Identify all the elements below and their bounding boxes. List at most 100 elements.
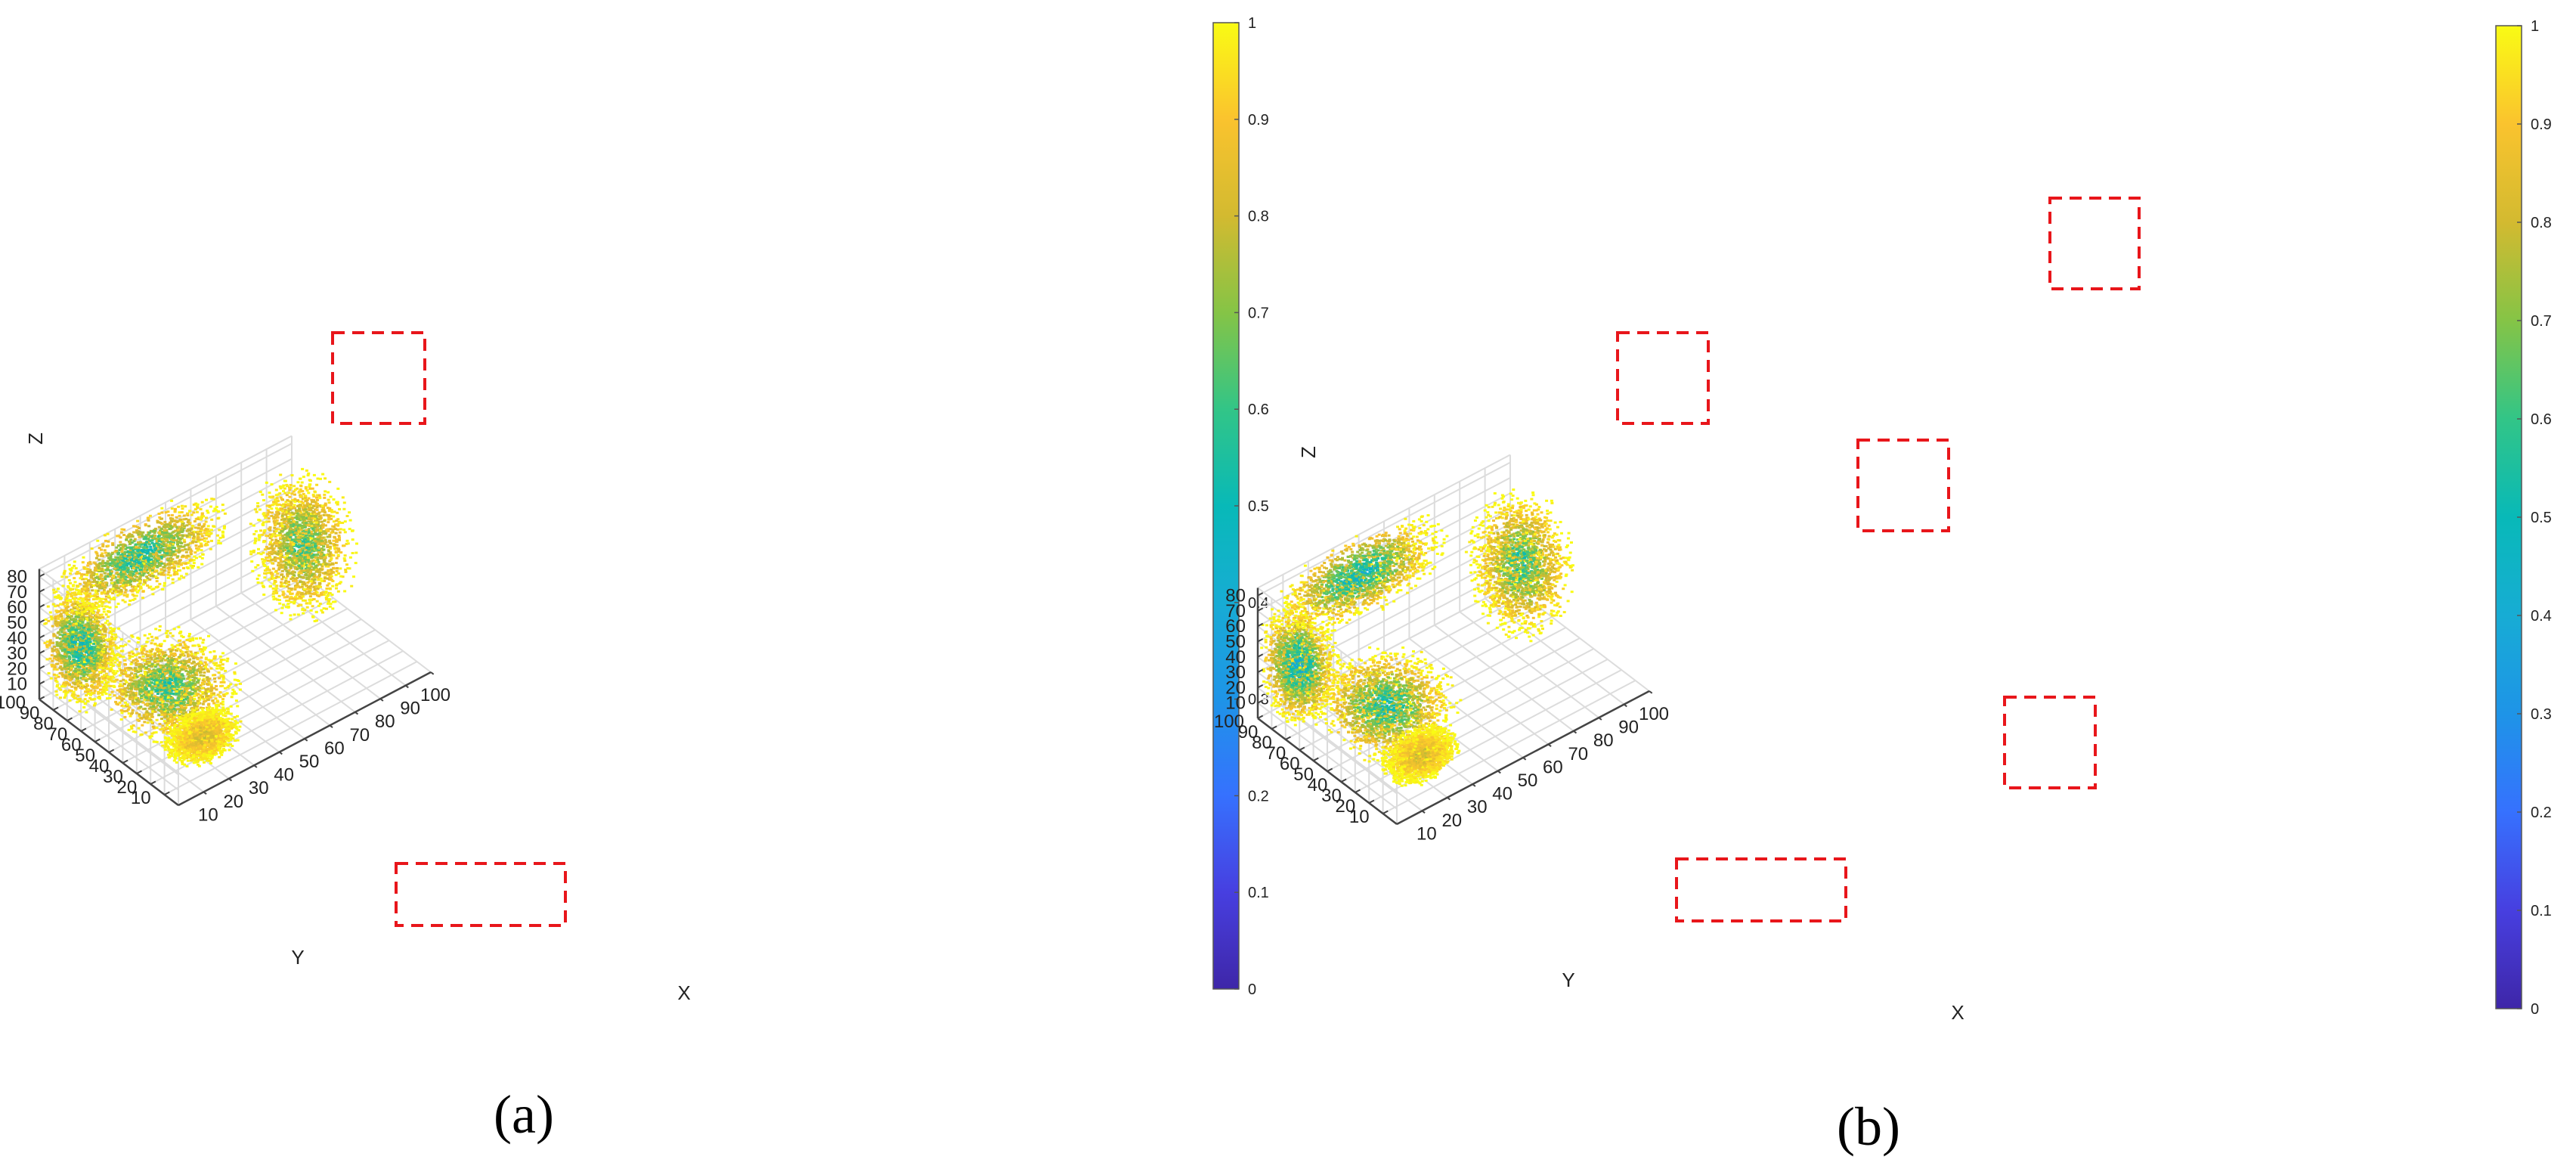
data-point	[65, 662, 69, 665]
data-point	[231, 688, 235, 691]
data-point	[71, 591, 74, 594]
data-point	[107, 595, 110, 598]
data-point	[202, 674, 206, 677]
data-point	[136, 696, 140, 699]
data-point	[159, 529, 163, 532]
data-point	[98, 575, 102, 578]
data-point	[85, 600, 89, 603]
data-point	[185, 659, 189, 662]
data-point	[97, 569, 101, 572]
data-point	[150, 681, 154, 684]
data-point	[109, 627, 113, 630]
data-point	[137, 546, 141, 549]
data-point	[54, 617, 57, 620]
data-point	[76, 643, 80, 646]
data-point	[97, 657, 100, 660]
data-point	[192, 661, 196, 664]
data-point	[85, 680, 88, 683]
data-point	[192, 657, 196, 660]
data-point	[73, 640, 77, 643]
data-point	[130, 672, 134, 675]
data-point	[119, 590, 123, 593]
data-point	[104, 581, 108, 584]
data-point	[157, 714, 161, 717]
data-point	[68, 699, 72, 702]
data-point	[181, 674, 185, 677]
data-point	[171, 648, 175, 651]
data-point	[160, 700, 164, 703]
data-point	[111, 671, 115, 674]
data-point	[128, 657, 132, 660]
data-point	[178, 708, 181, 711]
data-point	[122, 705, 126, 708]
data-point	[155, 580, 159, 583]
data-point	[161, 677, 165, 680]
data-point	[199, 674, 203, 677]
data-point	[105, 605, 109, 608]
data-point	[98, 665, 102, 667]
data-point	[172, 714, 176, 717]
data-point	[113, 559, 117, 561]
data-point	[63, 643, 67, 646]
data-point	[82, 599, 85, 602]
data-point	[119, 645, 122, 647]
data-point	[150, 692, 153, 695]
data-point	[111, 676, 115, 679]
data-point	[163, 548, 167, 551]
data-point	[163, 655, 166, 658]
data-point	[146, 637, 150, 640]
data-point	[153, 561, 157, 564]
data-point	[77, 609, 81, 612]
data-point	[48, 639, 52, 642]
data-point	[200, 501, 204, 504]
data-point	[61, 584, 65, 588]
data-point	[125, 694, 128, 697]
data-point	[98, 597, 101, 600]
data-point	[78, 710, 82, 713]
data-point	[48, 657, 52, 660]
data-point	[98, 695, 101, 698]
data-point	[55, 648, 59, 651]
data-point	[139, 670, 143, 673]
data-point	[206, 528, 210, 531]
data-point	[184, 555, 187, 558]
data-point	[141, 583, 145, 586]
data-point	[63, 650, 67, 653]
data-point	[64, 575, 68, 578]
data-point	[167, 571, 171, 574]
data-point	[101, 661, 104, 664]
data-point	[92, 639, 96, 642]
data-point	[169, 516, 172, 519]
data-point	[67, 628, 71, 631]
data-point	[136, 525, 140, 529]
data-point	[114, 700, 118, 703]
data-point	[143, 721, 147, 724]
data-point	[135, 559, 138, 562]
data-point	[124, 561, 128, 563]
data-point	[130, 559, 134, 562]
data-point	[176, 519, 180, 522]
data-point	[113, 638, 116, 641]
data-point	[71, 635, 75, 638]
data-point	[167, 514, 171, 517]
data-point	[141, 689, 145, 692]
data-point	[112, 670, 116, 672]
data-point	[174, 507, 177, 510]
data-point	[104, 575, 107, 578]
data-point	[88, 656, 91, 659]
data-point	[68, 675, 72, 678]
data-point	[186, 646, 190, 649]
data-point	[98, 659, 102, 662]
data-point	[172, 573, 176, 576]
data-point	[152, 697, 155, 700]
data-point	[173, 645, 177, 648]
data-point	[101, 647, 105, 650]
data-point	[98, 649, 101, 652]
data-point	[144, 699, 148, 702]
data-point	[170, 724, 174, 727]
data-point	[233, 678, 237, 681]
data-point	[150, 535, 153, 538]
data-point	[67, 626, 71, 629]
data-point	[147, 566, 151, 569]
point-cloud	[43, 467, 358, 767]
